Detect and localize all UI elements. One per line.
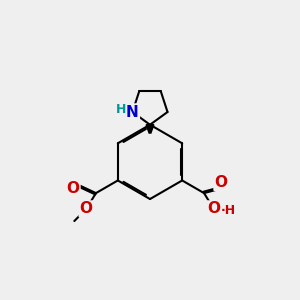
Polygon shape	[146, 125, 154, 133]
Text: H: H	[116, 103, 126, 116]
Text: ·H: ·H	[220, 204, 236, 217]
Text: O: O	[80, 202, 93, 217]
Text: O: O	[67, 182, 80, 196]
Text: O: O	[207, 202, 220, 217]
Text: O: O	[214, 175, 227, 190]
Text: N: N	[126, 104, 139, 119]
